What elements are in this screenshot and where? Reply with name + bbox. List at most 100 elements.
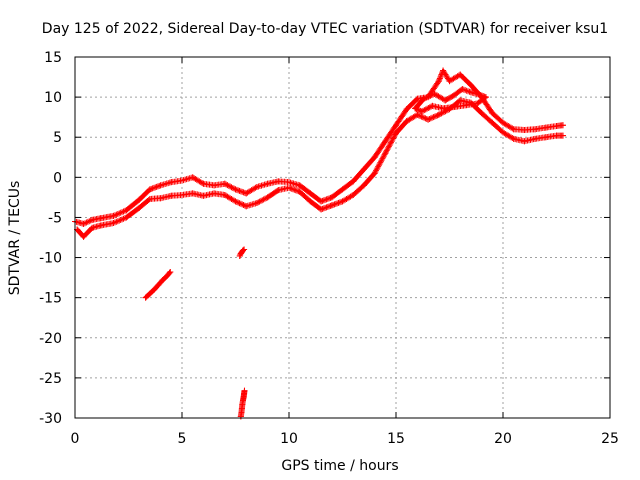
y-tick-label: -15 [39, 291, 62, 307]
data-point [339, 186, 346, 193]
data-point [442, 97, 449, 104]
data-point [221, 191, 228, 198]
data-point [232, 198, 239, 205]
x-tick-label: 0 [71, 431, 80, 447]
data-point [328, 202, 335, 209]
x-tick-label: 20 [494, 431, 512, 447]
plot-frame [74, 56, 611, 419]
data-point [146, 195, 153, 202]
data-point [553, 122, 560, 129]
data-point [239, 401, 246, 408]
data-point [521, 127, 528, 134]
data-point [489, 119, 496, 126]
data-point [440, 67, 447, 74]
data-point [211, 190, 218, 197]
data-point [97, 215, 104, 222]
data-point [275, 187, 282, 194]
series-isolated_segment_3 [237, 387, 248, 420]
data-point [559, 132, 566, 139]
data-point [89, 216, 96, 223]
data-point [521, 138, 528, 145]
data-point [136, 196, 143, 203]
data-point [371, 154, 378, 161]
data-point [412, 105, 419, 112]
data-point [403, 118, 410, 125]
series-inner_loop [412, 86, 489, 115]
data-point [241, 387, 248, 394]
data-point [221, 180, 228, 187]
series-isolated_segment_1 [142, 268, 174, 301]
y-tick-label: 0 [53, 170, 62, 186]
data-point [275, 178, 282, 185]
data-point [393, 122, 399, 129]
data-point [382, 138, 389, 145]
data-point [420, 95, 427, 102]
data-point [97, 222, 104, 229]
data-point [80, 233, 87, 240]
y-tick-label: 10 [44, 90, 62, 106]
data-point [414, 95, 421, 102]
data-point [200, 180, 207, 187]
data-point [457, 71, 464, 78]
data-point [243, 203, 250, 210]
data-point [478, 110, 485, 117]
data-point [559, 122, 566, 129]
data-point [307, 190, 314, 197]
data-point [463, 102, 470, 109]
data-point [264, 194, 271, 201]
data-point [179, 177, 185, 184]
data-point [123, 214, 130, 221]
data-point [241, 246, 248, 253]
data-point [168, 192, 175, 199]
data-point [450, 92, 457, 99]
data-point [350, 178, 357, 185]
data-point [360, 182, 367, 189]
series-isolated_segment_2 [236, 246, 248, 259]
y-tick-label: -20 [39, 331, 62, 347]
data-point [200, 192, 207, 199]
y-tick-label: -30 [39, 411, 62, 427]
data-point [482, 94, 489, 101]
data-point [110, 212, 117, 219]
x-tick-label: 15 [387, 431, 405, 447]
y-tick-label: 15 [44, 50, 62, 66]
data-point [286, 184, 292, 191]
data-point [457, 97, 464, 104]
data-point [532, 126, 539, 133]
data-point [239, 247, 246, 254]
data-point [467, 89, 474, 96]
data-point [446, 78, 453, 85]
data-point [253, 200, 260, 207]
data-point [510, 135, 517, 142]
data-point [429, 102, 436, 109]
y-tick-label: -10 [39, 251, 62, 267]
data-point [500, 129, 506, 136]
data-point [286, 179, 292, 186]
data-point [328, 194, 335, 201]
data-point [339, 198, 346, 205]
data-point [110, 220, 117, 227]
data-point [489, 110, 496, 117]
data-point [89, 224, 96, 231]
data-point [414, 111, 421, 118]
data-point [452, 103, 459, 110]
data-point [157, 195, 164, 202]
data-point [371, 170, 378, 177]
data-point [189, 174, 196, 181]
axis-ticks: 0 5 10 15 20 25 -30 -25 -20 -15 -10 -5 0 5 10 15 [39, 50, 619, 447]
y-tick-label: -5 [48, 210, 62, 226]
data-point [318, 198, 325, 205]
data-point [168, 179, 175, 186]
data-point [159, 277, 166, 284]
data-point [360, 166, 367, 173]
data-point [393, 130, 399, 137]
data-points [72, 67, 566, 420]
data-point [425, 116, 432, 123]
data-point [418, 108, 425, 115]
data-point [542, 124, 549, 131]
data-point [264, 180, 271, 187]
data-point [189, 190, 196, 197]
data-point [155, 281, 162, 288]
data-point [164, 273, 171, 280]
